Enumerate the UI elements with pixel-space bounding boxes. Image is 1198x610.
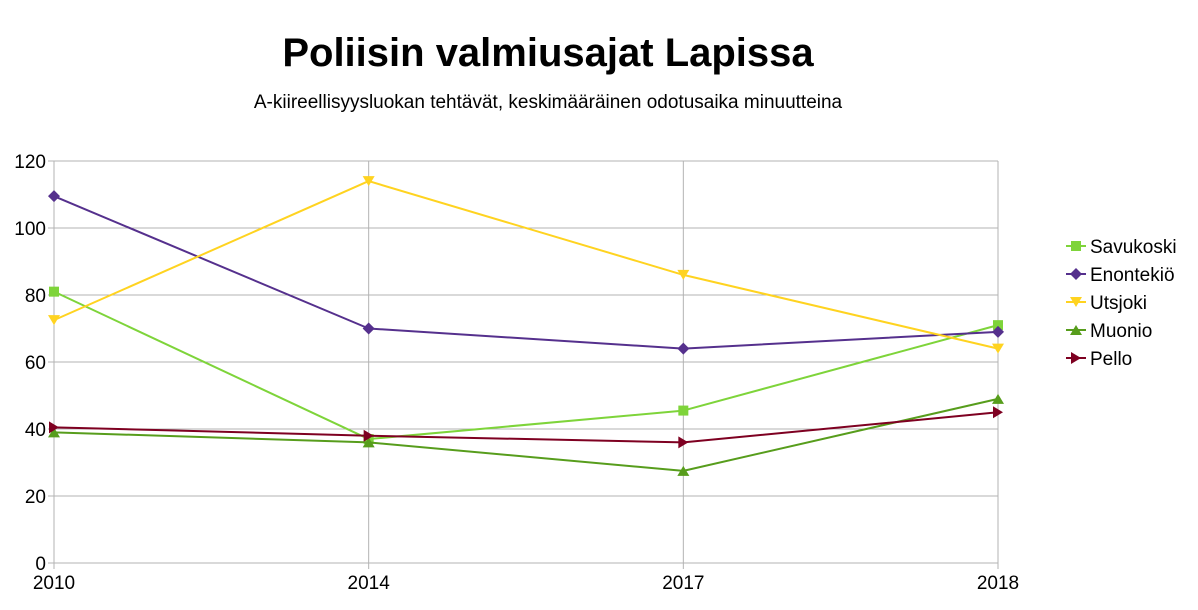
data-point — [677, 465, 690, 476]
legend-label: Muonio — [1090, 321, 1152, 342]
legend-label: Enontekiö — [1090, 265, 1175, 286]
data-point — [49, 286, 59, 297]
y-tick-label: 40 — [25, 420, 46, 441]
data-point — [677, 342, 690, 355]
x-tick-label: 2014 — [348, 573, 391, 594]
data-point — [993, 320, 1003, 331]
data-point — [363, 429, 374, 442]
data-point — [678, 405, 689, 416]
legend-marker — [1070, 268, 1082, 280]
x-tick-label: 2010 — [33, 573, 75, 594]
series-utsjoki — [48, 176, 1004, 354]
data-point — [48, 427, 60, 438]
series-enonteki- — [48, 190, 1004, 355]
series-line — [53, 290, 999, 441]
x-tick-label: 2018 — [977, 573, 1019, 594]
legend-item: Muonio — [1066, 321, 1152, 342]
data-point — [992, 393, 1004, 404]
series-line — [53, 195, 999, 350]
legend-marker — [1071, 241, 1081, 251]
data-point — [678, 436, 689, 449]
axes: 0 20 40 60 80 100 120 2010 2014 2017 2018 — [14, 152, 1019, 594]
chart-title: Poliisin valmiusajat Lapissa — [282, 31, 814, 75]
x-tick-label: 2017 — [662, 573, 704, 594]
series-savukoski — [49, 286, 1003, 445]
y-tick-label: 100 — [14, 219, 46, 240]
legend-item: Enontekiö — [1066, 265, 1175, 286]
data-point — [362, 437, 375, 448]
y-tick-label: 80 — [25, 286, 46, 307]
legend-label: Pello — [1090, 349, 1132, 370]
legend-item: Pello — [1066, 349, 1132, 370]
legend: Savukoski Enontekiö Utsjoki Muonio Pello — [1066, 237, 1177, 370]
series-line — [53, 180, 999, 350]
series-line — [53, 397, 999, 472]
legend-label: Utsjoki — [1090, 293, 1147, 314]
legend-item: Savukoski — [1066, 237, 1177, 258]
data-point — [362, 176, 375, 187]
series-group — [48, 176, 1004, 476]
data-point — [49, 421, 59, 434]
chart-subtitle: A-kiireellisyysluokan tehtävät, keskimää… — [254, 92, 843, 113]
data-point — [992, 343, 1004, 354]
y-tick-label: 0 — [35, 554, 46, 575]
y-tick-label: 20 — [25, 487, 46, 508]
grid — [53, 160, 999, 564]
legend-marker — [1071, 352, 1081, 364]
y-tick-label: 60 — [25, 353, 46, 374]
legend-label: Savukoski — [1090, 237, 1177, 258]
data-point — [48, 190, 60, 203]
y-tick-label: 120 — [14, 152, 46, 173]
series-line — [53, 411, 999, 444]
series-muonio — [48, 393, 1004, 476]
data-point — [677, 269, 690, 280]
data-point — [362, 322, 375, 335]
data-point — [992, 325, 1004, 338]
legend-marker — [1070, 325, 1082, 335]
data-point — [993, 406, 1003, 419]
series-pello — [49, 406, 1003, 449]
legend-marker — [1070, 297, 1082, 307]
legend-item: Utsjoki — [1066, 293, 1147, 314]
data-point — [48, 315, 60, 326]
